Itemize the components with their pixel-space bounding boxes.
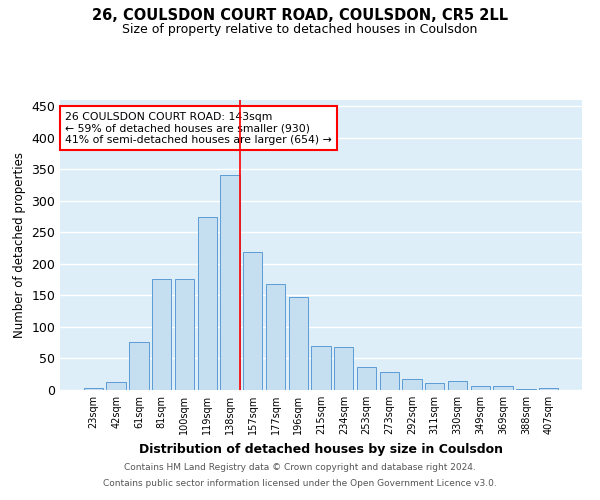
- Bar: [448, 381, 467, 390]
- Bar: [334, 346, 353, 390]
- Text: Contains public sector information licensed under the Open Government Licence v3: Contains public sector information licen…: [103, 478, 497, 488]
- Bar: [175, 279, 194, 390]
- Bar: [197, 216, 217, 390]
- Text: 26, COULSDON COURT ROAD, COULSDON, CR5 2LL: 26, COULSDON COURT ROAD, COULSDON, CR5 2…: [92, 8, 508, 22]
- Bar: [357, 366, 376, 390]
- Text: Contains HM Land Registry data © Crown copyright and database right 2024.: Contains HM Land Registry data © Crown c…: [124, 464, 476, 472]
- Bar: [243, 252, 262, 390]
- Bar: [493, 386, 513, 390]
- Text: Size of property relative to detached houses in Coulsdon: Size of property relative to detached ho…: [122, 22, 478, 36]
- Bar: [220, 175, 239, 390]
- Bar: [380, 372, 399, 390]
- Bar: [403, 378, 422, 390]
- Y-axis label: Number of detached properties: Number of detached properties: [13, 152, 26, 338]
- Bar: [289, 298, 308, 390]
- Bar: [106, 382, 126, 390]
- Bar: [311, 346, 331, 390]
- Bar: [152, 279, 172, 390]
- Text: 26 COULSDON COURT ROAD: 143sqm
← 59% of detached houses are smaller (930)
41% of: 26 COULSDON COURT ROAD: 143sqm ← 59% of …: [65, 112, 332, 145]
- Bar: [129, 342, 149, 390]
- Bar: [539, 388, 558, 390]
- Bar: [84, 388, 103, 390]
- Bar: [266, 284, 285, 390]
- Bar: [425, 383, 445, 390]
- X-axis label: Distribution of detached houses by size in Coulsdon: Distribution of detached houses by size …: [139, 442, 503, 456]
- Bar: [470, 386, 490, 390]
